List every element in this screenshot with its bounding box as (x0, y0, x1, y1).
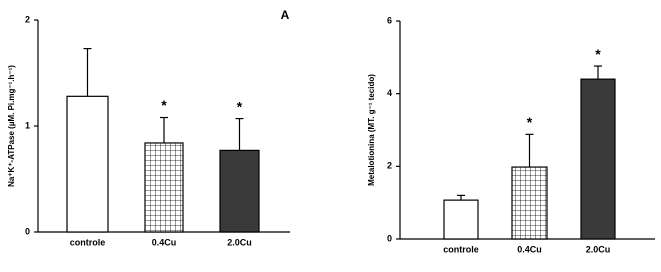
x-tick-label: 0.4Cu (152, 237, 177, 247)
x-tick-label: 2.0Cu (227, 237, 252, 247)
bar (511, 166, 548, 240)
y-tick-label: 0 (387, 233, 392, 243)
x-tick-label: controle (70, 237, 106, 247)
y-tick-label: 4 (387, 88, 392, 98)
y-tick-label: 0 (25, 226, 30, 236)
panel-label: A (281, 8, 290, 22)
bar (219, 149, 260, 233)
y-axis-label: Metalotionina (MT. g⁻¹ tecido) (367, 74, 376, 186)
bar (443, 199, 479, 240)
significance-marker: * (527, 114, 533, 130)
x-tick-label: controle (443, 244, 479, 254)
significance-marker: * (161, 97, 167, 113)
y-axis-label: Na⁺K⁺-ATPase (µM. Pi.mg⁻¹.h⁻¹) (7, 65, 16, 187)
y-tick-label: 6 (387, 15, 392, 25)
bar (144, 142, 184, 233)
x-tick-label: 2.0Cu (586, 244, 611, 254)
y-tick-label: 2 (25, 14, 30, 24)
bar (66, 95, 109, 233)
significance-marker: * (237, 98, 243, 114)
significance-marker: * (595, 46, 601, 62)
bar (580, 78, 616, 240)
y-tick-label: 2 (387, 161, 392, 171)
y-tick-label: 1 (25, 120, 30, 130)
x-tick-label: 0.4Cu (517, 244, 542, 254)
